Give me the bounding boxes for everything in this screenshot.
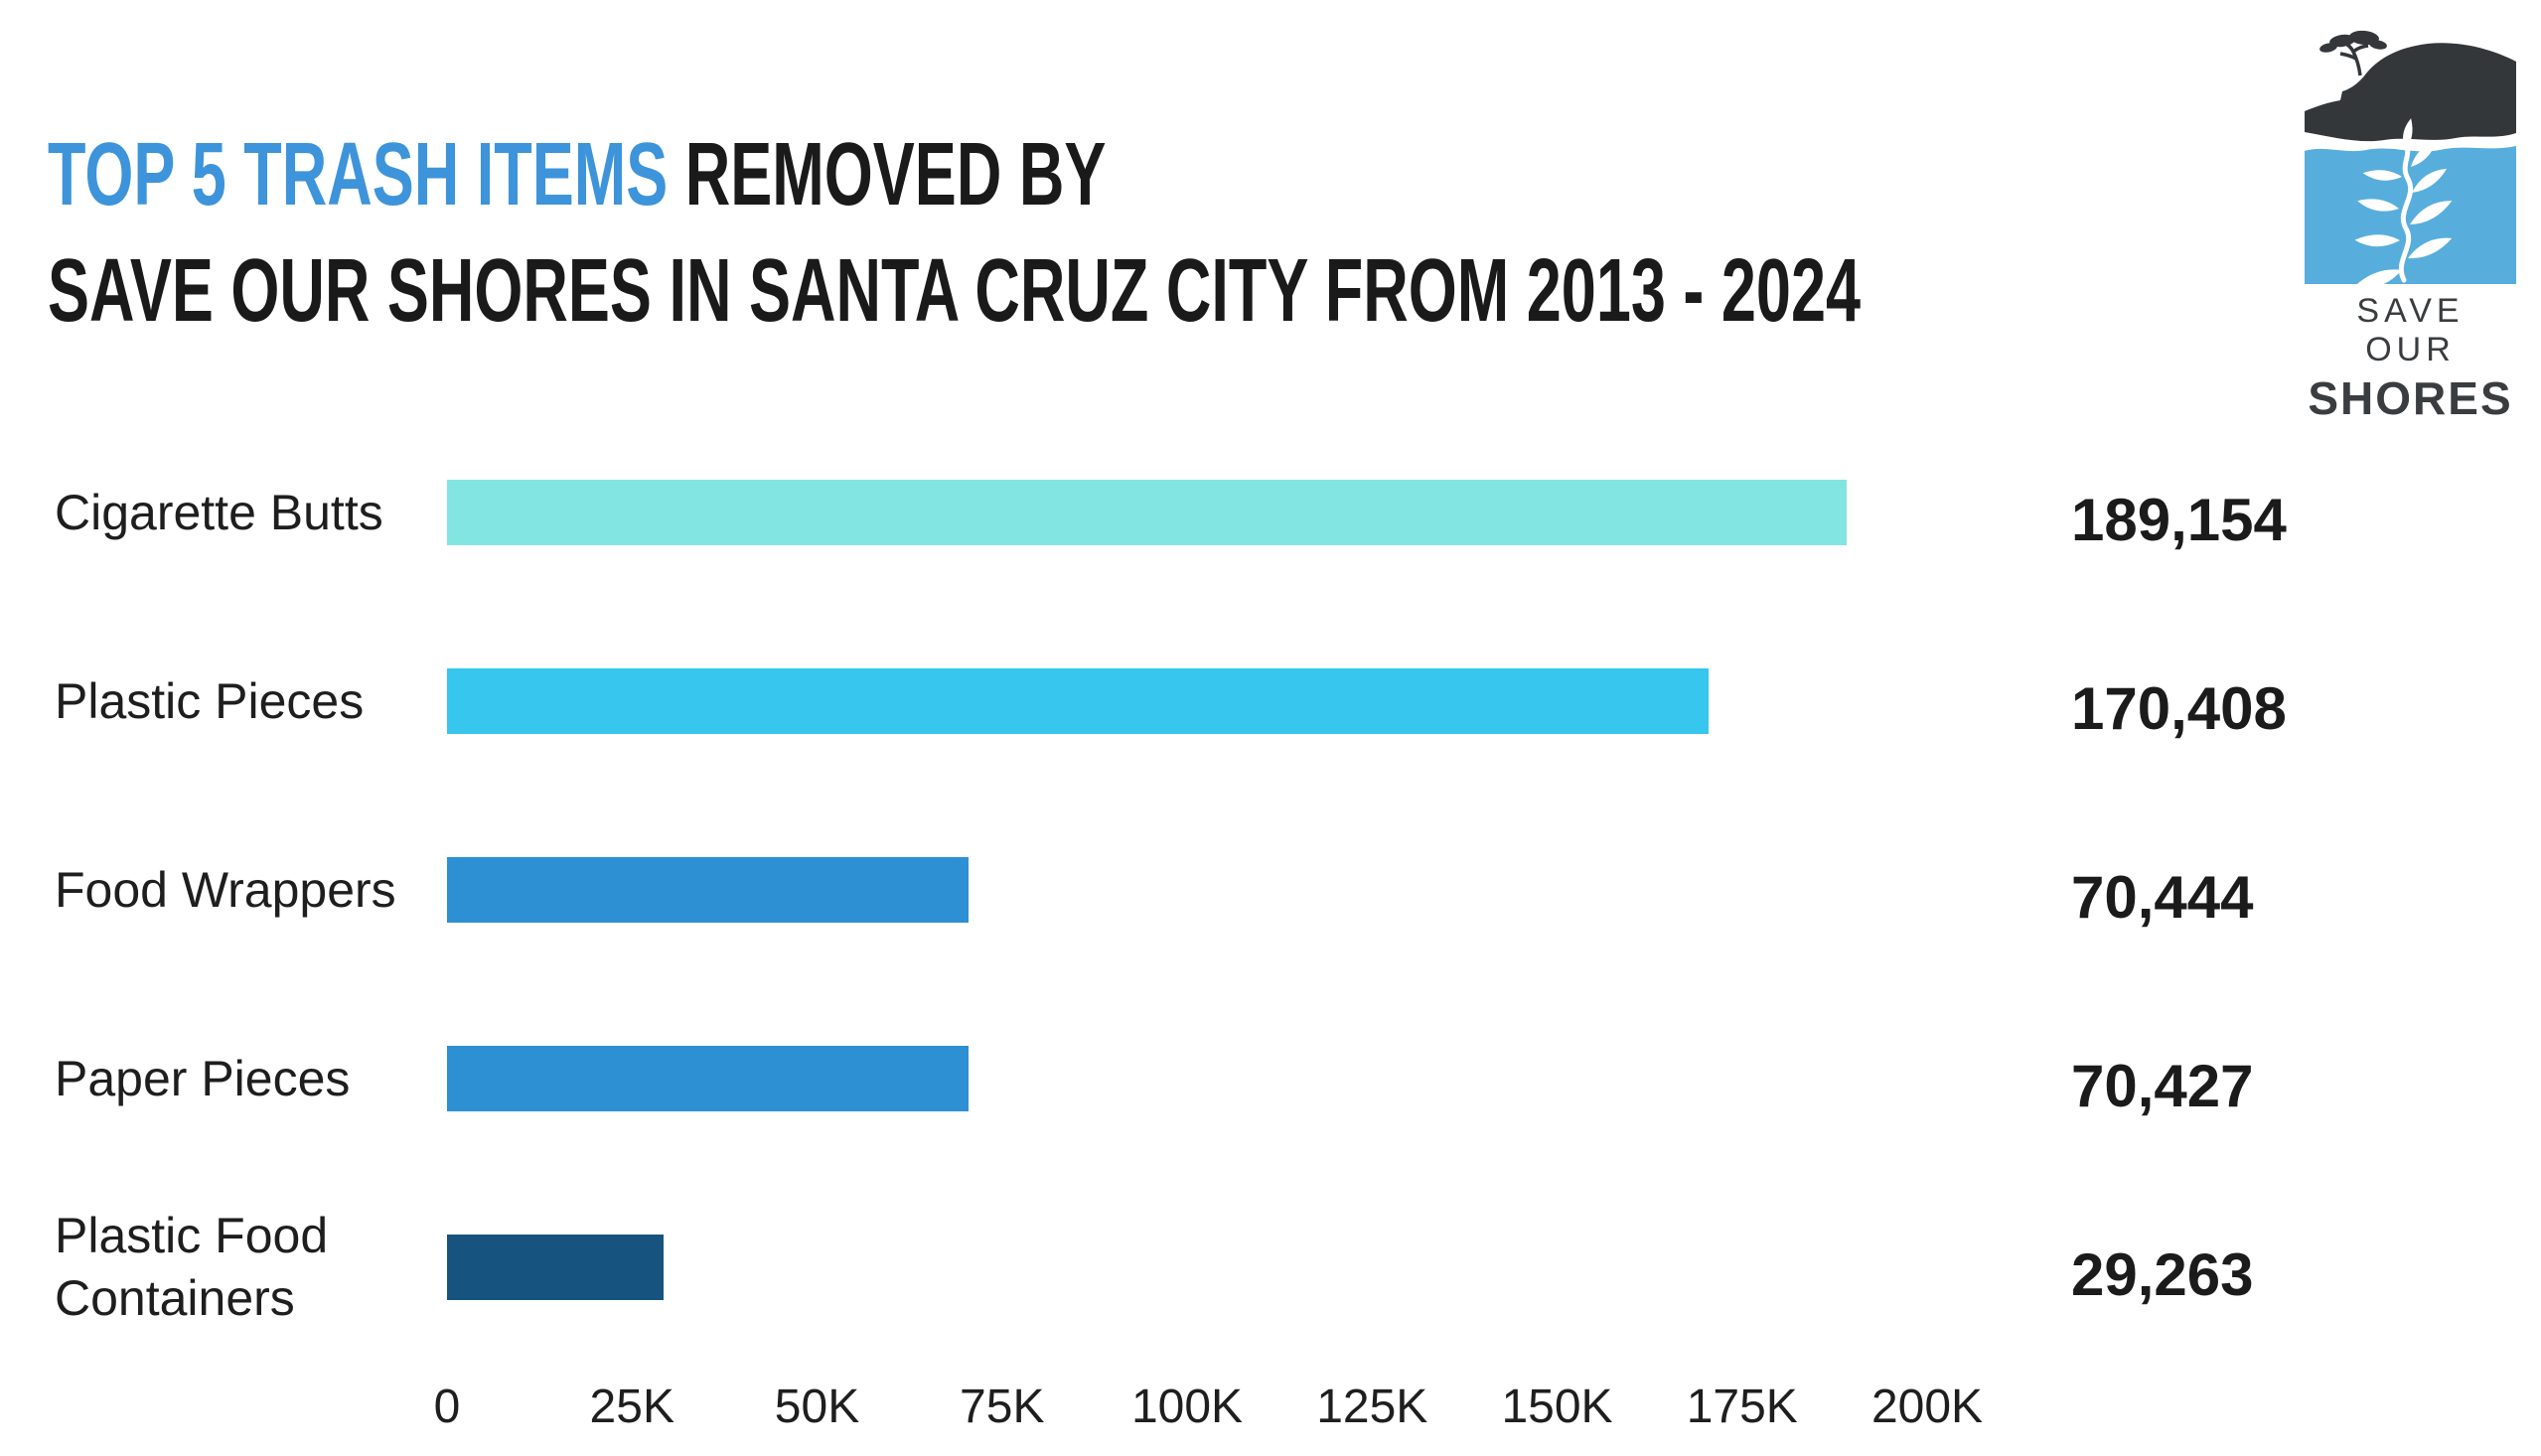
chart-row: Paper Pieces 70,427 — [55, 984, 2287, 1173]
value-label: 70,444 — [2071, 863, 2254, 931]
title-line-1: TOP 5 TRASH ITEMS REMOVED BY — [48, 117, 1861, 233]
bar — [447, 480, 1847, 545]
bar-track — [447, 480, 2071, 545]
bar-track — [447, 857, 2071, 923]
title-rest: REMOVED BY — [668, 125, 1107, 224]
page-title: TOP 5 TRASH ITEMS REMOVED BY SAVE OUR SH… — [48, 117, 2541, 350]
chart-row: Cigarette Butts 189,154 — [55, 418, 2287, 607]
x-axis: 0 25K 50K 75K 100K 125K 150K 175K 200K — [434, 1376, 1983, 1445]
bar — [447, 857, 969, 923]
x-axis-tick: 100K — [1130, 1381, 1244, 1433]
kelp-icon — [2353, 118, 2453, 286]
bar — [447, 1235, 664, 1300]
chart-row: Food Wrappers 70,444 — [55, 796, 2287, 984]
save-our-shores-logo: SAVE OUR SHORES — [2305, 28, 2516, 425]
category-label: Plastic Pieces — [55, 672, 365, 729]
bar-track — [447, 1046, 2071, 1111]
value-label: 170,408 — [2071, 674, 2287, 742]
x-axis-tick: 150K — [1501, 1381, 1613, 1433]
x-axis-tick: 0 — [433, 1381, 461, 1433]
x-axis-tick: 25K — [589, 1381, 674, 1433]
logo-text-line1: SAVE OUR — [2356, 292, 2465, 368]
title-highlight: TOP 5 TRASH ITEMS — [48, 125, 669, 224]
category-label: Cigarette Butts — [55, 484, 383, 540]
x-axis-tick: 50K — [774, 1381, 860, 1433]
category-label: Food Wrappers — [55, 861, 396, 918]
category-label: Plastic Food Containers — [55, 1208, 329, 1326]
tree-canopy — [2319, 30, 2387, 53]
category-label: Paper Pieces — [55, 1050, 351, 1106]
value-label: 70,427 — [2071, 1052, 2254, 1119]
bar-chart: Cigarette Butts 189,154 Plastic Pieces 170,… — [55, 418, 2287, 1362]
x-axis-tick: 200K — [1870, 1381, 1984, 1433]
value-label: 29,263 — [2071, 1240, 2254, 1308]
chart-row: Plastic Food Containers 29,263 — [55, 1173, 2287, 1362]
logo-text-line2: SHORES — [2308, 372, 2513, 424]
x-axis-tick: 75K — [960, 1381, 1045, 1433]
bar — [447, 1046, 969, 1111]
x-axis-tick: 175K — [1686, 1381, 1798, 1433]
bar — [447, 668, 1709, 734]
coast-kelp-logo-icon — [2305, 30, 2516, 286]
bar-track — [447, 668, 2071, 734]
water-shape — [2305, 146, 2516, 284]
cliff-shape — [2305, 43, 2516, 142]
bar-track — [447, 1235, 2071, 1300]
title-line-2: SAVE OUR SHORES IN SANTA CRUZ CITY FROM … — [48, 241, 1862, 341]
x-axis-tick: 125K — [1316, 1381, 1428, 1433]
value-label: 189,154 — [2071, 486, 2287, 553]
chart-row: Plastic Pieces 170,408 — [55, 607, 2287, 796]
